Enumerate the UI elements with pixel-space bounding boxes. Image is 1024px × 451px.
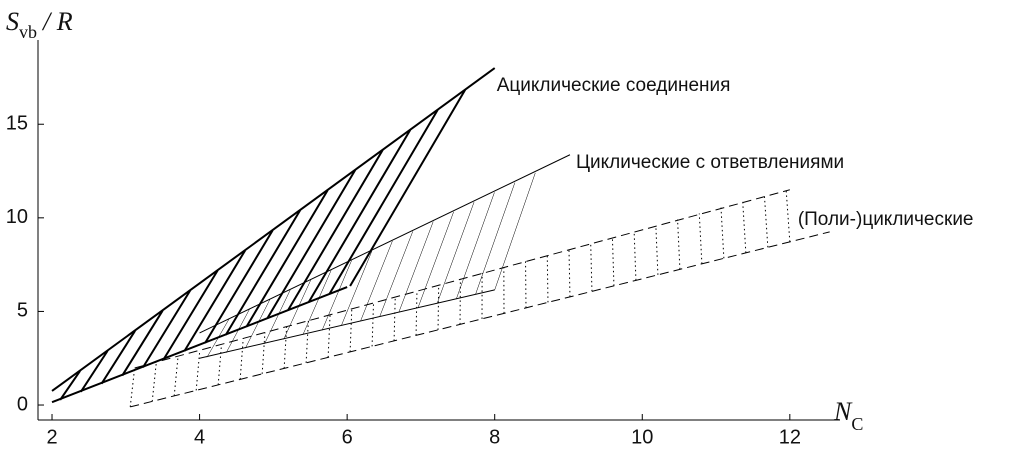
x-tick-label: 12	[779, 426, 801, 448]
series-label: Ациклические соединения	[497, 75, 731, 96]
hatch	[287, 149, 384, 311]
band-upper-line	[199, 154, 571, 334]
hatch	[398, 221, 434, 313]
y-tick-label: 5	[17, 300, 28, 322]
hatch	[217, 344, 223, 385]
band-right-edge	[349, 89, 467, 287]
hatch	[327, 314, 331, 358]
hatch	[195, 350, 201, 391]
hatch	[677, 219, 681, 270]
hatch	[264, 289, 291, 344]
hatch	[283, 326, 288, 369]
band-lower-line	[51, 286, 348, 404]
y-axis-label: Svb / R	[6, 7, 73, 42]
hatch	[225, 309, 250, 353]
hatch	[204, 229, 274, 344]
x-axis-label: NC	[833, 397, 863, 434]
hatch	[183, 249, 246, 352]
y-label-sub: vb	[19, 22, 37, 42]
hatch	[239, 338, 244, 380]
hatch	[633, 231, 637, 281]
x-tick-label: 6	[342, 426, 353, 448]
x-tick-label: 2	[46, 426, 57, 448]
hatch	[302, 270, 332, 335]
hatch	[224, 209, 301, 336]
hatch	[162, 270, 219, 360]
hatch	[417, 211, 454, 308]
hatch	[371, 302, 375, 347]
band-lower-line	[199, 289, 495, 359]
hatch	[720, 207, 725, 259]
y-label-main: S	[6, 7, 19, 36]
band-left-edge	[59, 370, 81, 401]
hatch	[100, 330, 136, 385]
x-label-sub: C	[851, 414, 863, 434]
hatch	[393, 296, 396, 341]
hatch	[321, 260, 352, 331]
y-label-rest: / R	[41, 7, 73, 36]
x-tick-label: 10	[631, 426, 653, 448]
y-tick-label: 10	[6, 206, 28, 228]
band-left-edge	[206, 318, 230, 358]
hatch	[151, 361, 157, 402]
hatch	[475, 182, 516, 295]
hatch	[80, 350, 109, 393]
hatch	[360, 240, 393, 322]
hatch	[121, 310, 164, 377]
series-label: (Поли-)циклические	[798, 209, 974, 230]
band-upper-line	[51, 67, 496, 392]
hatch	[349, 308, 353, 352]
hatch	[456, 192, 495, 299]
band-right-edge	[494, 172, 536, 290]
hatch	[283, 279, 311, 340]
hatch	[655, 225, 659, 275]
hatch	[611, 237, 615, 286]
series-label: Циклические с ответвлениями	[576, 152, 844, 173]
hatch	[415, 290, 418, 336]
hatch	[437, 284, 440, 330]
y-tick-label: 15	[6, 113, 28, 135]
hatch	[742, 201, 747, 253]
hatch	[173, 356, 179, 396]
band-right-edge	[785, 189, 791, 242]
band-left-edge	[129, 367, 136, 407]
hatch	[546, 255, 549, 303]
hatch	[763, 195, 769, 248]
hatch	[379, 231, 414, 317]
hatch	[341, 250, 373, 326]
hatch	[568, 249, 571, 297]
x-tick-label: 8	[489, 426, 500, 448]
hatch	[142, 290, 191, 368]
hatch	[307, 129, 412, 303]
hatch	[261, 332, 266, 374]
hatch	[698, 213, 703, 264]
x-tick-label: 4	[194, 426, 205, 448]
y-tick-label: 0	[17, 393, 28, 415]
hatch	[436, 202, 475, 304]
band-lower-line	[130, 231, 830, 408]
x-label-main: N	[833, 397, 853, 426]
hatch	[328, 109, 439, 295]
band-upper-line	[134, 189, 790, 369]
hatch	[590, 243, 593, 292]
hatch	[245, 299, 271, 349]
